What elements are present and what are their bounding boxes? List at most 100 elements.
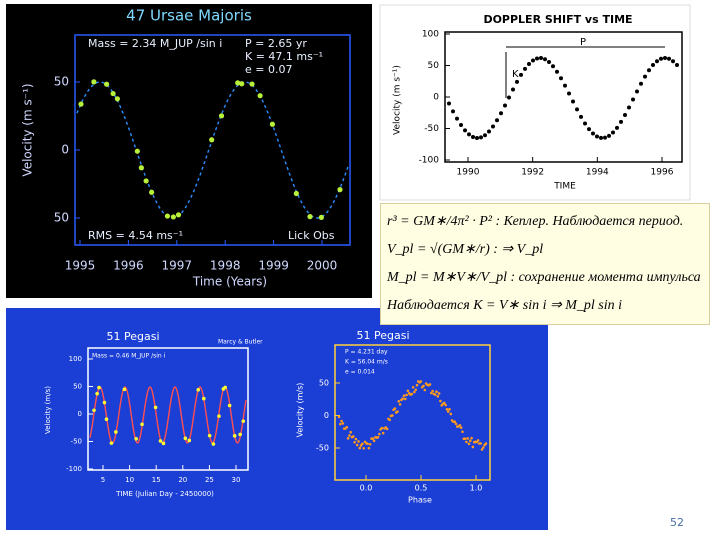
y-axis-label: Velocity (m s⁻¹) xyxy=(393,65,403,135)
panel-bg xyxy=(379,4,691,201)
data-dot xyxy=(402,394,406,397)
x-tick-label: 15 xyxy=(152,476,161,484)
curve-dot xyxy=(599,135,603,140)
data-dot xyxy=(361,442,364,446)
curve-dot xyxy=(623,113,627,118)
x-tick-label: 20 xyxy=(178,476,187,484)
data-dot xyxy=(239,81,245,87)
data-dot xyxy=(353,440,356,444)
curve-dot xyxy=(559,76,563,81)
curve-dot xyxy=(651,63,655,68)
data-dot xyxy=(217,414,221,418)
data-dot xyxy=(422,384,425,388)
data-dot xyxy=(202,396,206,401)
curve-dot xyxy=(527,61,531,66)
curve-dot xyxy=(659,56,663,61)
annotation: K = 47.1 ms⁻¹ xyxy=(245,50,323,63)
data-dot xyxy=(448,407,451,411)
x-tick-label: 1998 xyxy=(210,259,241,273)
y-tick-label: 0 xyxy=(324,411,329,420)
data-dot xyxy=(232,434,237,438)
data-dot xyxy=(114,430,118,434)
data-dot xyxy=(293,190,299,197)
x-axis-label: TIME xyxy=(553,182,576,192)
data-dot xyxy=(415,383,419,387)
panel-title: 47 Ursae Majoris xyxy=(126,7,252,25)
curve-dot xyxy=(535,56,539,61)
data-dot xyxy=(371,437,375,440)
formula-line: r³ = GM∗/4π² · P² : Кеплер. Наблюдается … xyxy=(387,208,703,236)
data-dot xyxy=(346,437,350,440)
curve-dot xyxy=(595,134,599,139)
y-tick-label: -50 xyxy=(316,444,329,453)
curve-dot xyxy=(563,83,567,88)
data-dot xyxy=(318,214,324,220)
panel-bg xyxy=(6,4,372,298)
data-dot xyxy=(391,414,394,417)
curve-dot xyxy=(639,81,643,86)
curve-dot xyxy=(667,56,671,61)
data-dot xyxy=(388,418,392,422)
data-dot xyxy=(223,385,228,390)
y-tick-label: 50 xyxy=(319,379,329,388)
curve-dot xyxy=(607,133,611,138)
curve-dot xyxy=(531,58,535,63)
data-dot xyxy=(104,417,109,422)
curve-dot xyxy=(455,116,459,121)
x-tick-label: 30 xyxy=(232,476,241,484)
data-dot xyxy=(401,397,405,400)
data-dot xyxy=(355,443,359,447)
annotation: P = 2.65 yr xyxy=(245,37,307,50)
y-tick-label: 50 xyxy=(73,383,82,391)
formula-comment: : ⇒ V_pl xyxy=(493,242,544,257)
data-dot xyxy=(238,432,242,437)
x-tick-label: 10 xyxy=(125,476,134,484)
x-tick-label: 1996 xyxy=(113,259,144,273)
data-dot xyxy=(406,389,410,393)
data-dot xyxy=(134,148,140,154)
data-dot xyxy=(161,441,166,446)
x-tick-label: 2000 xyxy=(307,259,338,273)
panel-title: 51 Pegasi xyxy=(106,330,159,343)
x-tick-label: 0.5 xyxy=(415,484,428,493)
data-dot xyxy=(453,420,457,423)
curve-dot xyxy=(507,95,511,100)
curve-dot xyxy=(511,87,515,92)
data-dot xyxy=(249,81,255,87)
data-dot xyxy=(367,446,371,450)
curve-dot xyxy=(447,101,451,106)
annotation: e = 0.014 xyxy=(345,369,375,376)
data-dot xyxy=(337,187,343,193)
data-dot xyxy=(419,380,423,383)
curve-dot xyxy=(491,124,495,129)
curve-dot xyxy=(499,111,503,116)
curve-dot xyxy=(519,72,523,77)
data-dot xyxy=(449,412,453,416)
formula-line: Наблюдается K = V∗ sin i ⇒ M_pl sin i xyxy=(387,292,703,320)
curve-dot xyxy=(611,130,615,135)
annotation: Lick Obs xyxy=(288,229,335,242)
curve-dot xyxy=(495,118,499,123)
annotation: e = 0.07 xyxy=(245,63,292,76)
y-axis-label: Velocity (m/s) xyxy=(296,383,305,438)
x-tick-label: 5 xyxy=(101,476,105,484)
data-dot xyxy=(366,442,369,446)
curve-dot xyxy=(539,56,543,61)
curve-dot xyxy=(587,127,591,132)
x-tick-label: 1999 xyxy=(258,259,289,273)
y-tick-label: -100 xyxy=(419,156,440,166)
data-dot xyxy=(227,403,232,408)
data-dot xyxy=(269,121,276,127)
curve-dot xyxy=(523,66,527,71)
data-dot xyxy=(461,430,464,434)
data-dot xyxy=(378,432,381,436)
x-tick-label: 1995 xyxy=(65,259,96,273)
data-dot xyxy=(337,415,341,419)
curve-dot xyxy=(551,64,555,69)
formula: Наблюдается K = V∗ sin i ⇒ M_pl sin i xyxy=(387,298,623,313)
curve-dot xyxy=(635,89,639,94)
y-axis-label: Velocity (m s⁻¹) xyxy=(21,83,35,176)
data-dot xyxy=(470,436,473,440)
curve-dot xyxy=(591,131,595,136)
